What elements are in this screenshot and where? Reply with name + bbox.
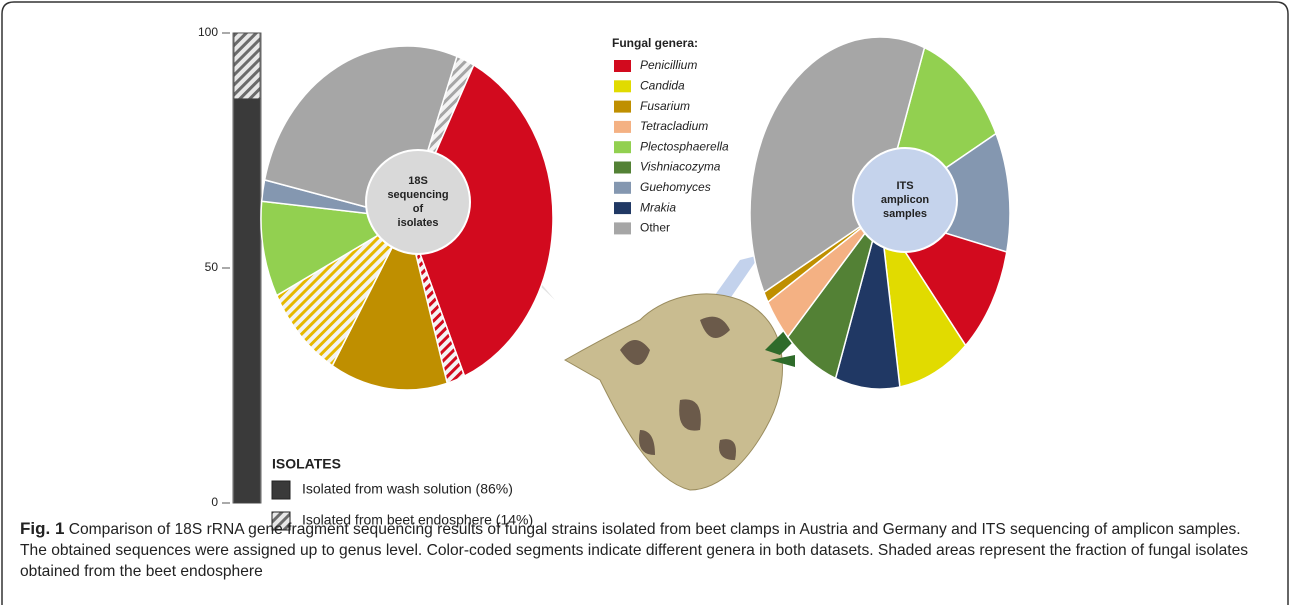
legend-swatch: [271, 511, 291, 531]
legend-swatch: [614, 161, 631, 174]
y-tick-label: 100: [198, 25, 218, 39]
legend-label: Penicillium: [640, 58, 697, 72]
center-label: of: [413, 203, 424, 215]
caption-text: Comparison of 18S rRNA gene fragment seq…: [20, 521, 1249, 580]
y-tick-label: 0: [211, 495, 218, 509]
center-label: ITS: [896, 180, 913, 192]
legend-swatch: [614, 222, 631, 235]
legend-label: Guehomyces: [640, 180, 711, 194]
beet-leaves: [765, 330, 795, 367]
pie-slice: [749, 36, 926, 294]
pie-slice: [275, 216, 409, 367]
legend-label: Fusarium: [640, 99, 690, 113]
legend-label: Tetracladium: [640, 119, 708, 133]
center-label: samples: [883, 208, 927, 220]
legend-label: Isolated from beet endosphere (14%): [302, 512, 533, 528]
legend-swatch: [614, 202, 631, 215]
center-label: sequencing: [387, 189, 448, 201]
legend-label: Mrakia: [640, 200, 676, 214]
pie-slice: [879, 212, 967, 388]
legend-swatch: [614, 141, 631, 154]
center-circle: [852, 147, 958, 253]
legend-label: Isolated from wash solution (86%): [302, 481, 513, 497]
bar-segment: [233, 32, 261, 100]
center-label: amplicon: [881, 194, 930, 206]
center-label: 18S: [408, 175, 428, 187]
center-circle: [365, 149, 471, 255]
caption: Fig. 1 Comparison of 18S rRNA gene fragm…: [20, 518, 1265, 582]
legend-label: Vishniacozyma: [640, 160, 721, 174]
pie-slice: [406, 63, 554, 378]
center-label: isolates: [398, 217, 439, 229]
bar-segment: [233, 98, 261, 504]
caption-label: Fig. 1: [20, 519, 65, 538]
legend-swatch: [614, 60, 631, 72]
legend-label: Other: [640, 221, 670, 235]
legend-title: Fungal genera:: [612, 36, 698, 50]
pie-slice: [331, 215, 449, 391]
beet-body: [563, 293, 783, 491]
y-tick-label: 50: [205, 260, 219, 274]
legend-swatch: [614, 120, 631, 133]
pie-slice: [834, 212, 901, 390]
legend-swatch: [614, 100, 631, 113]
legend-label: Candida: [640, 78, 685, 92]
legend-swatch: [614, 181, 631, 194]
legend-swatch: [271, 480, 291, 500]
legend-title: ISOLATES: [272, 456, 341, 472]
legend-swatch: [614, 80, 631, 93]
beet-spot: [620, 316, 736, 460]
legend-label: Plectosphaerella: [640, 139, 729, 153]
